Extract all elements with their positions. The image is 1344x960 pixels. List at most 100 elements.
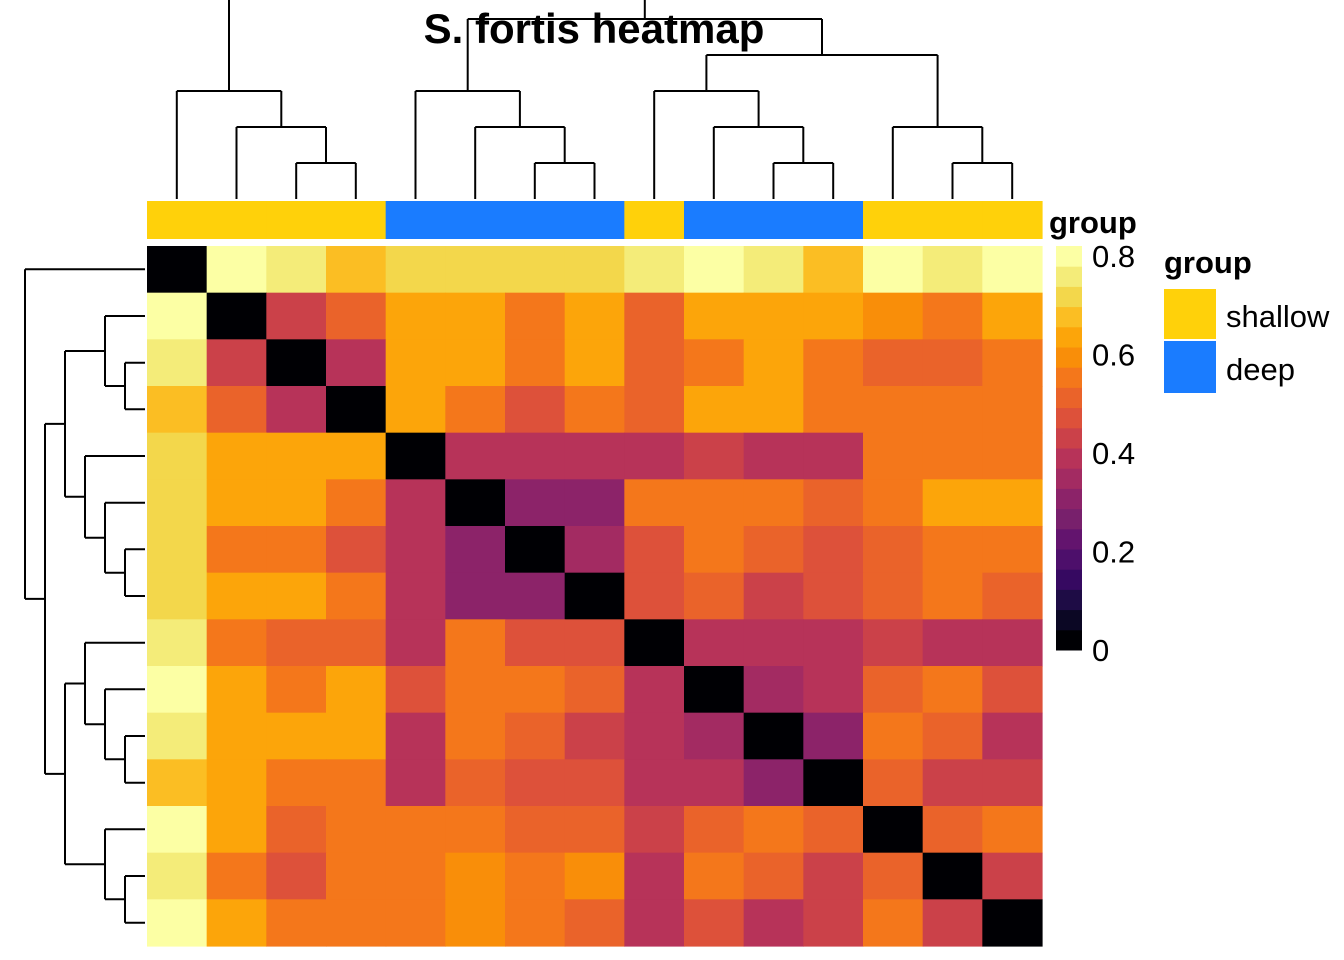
heatmap-cell: [505, 292, 566, 340]
heatmap-cell: [863, 246, 924, 294]
colorbar-segment: [1056, 367, 1082, 388]
heatmap-cell: [684, 292, 745, 340]
heatmap-cell: [505, 712, 566, 760]
heatmap-cell: [863, 759, 924, 807]
heatmap-cell: [684, 246, 745, 294]
dendrogram-branch: [84, 455, 145, 539]
heatmap-cell: [266, 852, 327, 900]
colorbar-segment: [1056, 427, 1082, 449]
legend-swatch-shallow: [1164, 289, 1216, 339]
heatmap-cell: [505, 806, 566, 854]
heatmap-cell: [326, 852, 387, 900]
heatmap-cell: [684, 899, 745, 947]
heatmap-cell: [445, 712, 506, 760]
heatmap-cell: [564, 432, 625, 480]
heatmap-cell: [147, 759, 208, 807]
heatmap-cell: [624, 852, 685, 900]
heatmap-cell: [743, 759, 804, 807]
colorbar-segment: [1056, 528, 1082, 550]
heatmap-cell: [147, 572, 208, 620]
heatmap-cell: [624, 712, 685, 760]
heatmap-cell: [206, 246, 267, 294]
heatmap-cell: [564, 619, 625, 667]
heatmap-cell: [266, 712, 327, 760]
heatmap-cell: [803, 339, 864, 387]
dendrogram-branch: [533, 162, 596, 199]
heatmap-cell: [385, 246, 446, 294]
dendrogram-branch: [124, 548, 145, 597]
colorbar: [1056, 246, 1082, 651]
heatmap-cell: [922, 899, 983, 947]
colorbar-segment: [1056, 468, 1082, 489]
group-annotation-bar: [147, 201, 1043, 239]
heatmap-cell: [326, 526, 387, 574]
colorbar-segment: [1056, 246, 1082, 267]
heatmap-cell: [922, 386, 983, 434]
legend-label-shallow: shallow: [1226, 299, 1330, 334]
heatmap-cell: [206, 479, 267, 527]
heatmap-cell: [385, 619, 446, 667]
heatmap-cell: [385, 386, 446, 434]
heatmap-cell: [206, 712, 267, 760]
heatmap-cell: [564, 759, 625, 807]
heatmap-cell: [147, 432, 208, 480]
heatmap-cell: [982, 759, 1043, 807]
heatmap-cell: [743, 479, 804, 527]
heatmap-cell: [445, 292, 506, 340]
heatmap-cell: [982, 386, 1043, 434]
heatmap-cell: [147, 386, 208, 434]
heatmap-cell: [445, 572, 506, 620]
heatmap-cell: [385, 526, 446, 574]
heatmap-cell: [206, 432, 267, 480]
colorbar-ticks: 0 0.2 0.4 0.6 0.8: [1092, 239, 1135, 668]
heatmap-cell: [922, 246, 983, 294]
heatmap-cell: [743, 852, 804, 900]
heatmap-cell: [505, 666, 566, 714]
heatmap-cell: [982, 806, 1043, 854]
dendrogram-branch: [951, 162, 1014, 199]
heatmap-cell: [147, 479, 208, 527]
dendrogram-branch: [44, 422, 65, 775]
heatmap-cell: [326, 386, 387, 434]
heatmap-cell: [505, 899, 566, 947]
heatmap-cell: [743, 526, 804, 574]
row-dendrogram: [24, 268, 145, 924]
colorbar-tick-label: 0.4: [1092, 436, 1135, 471]
heatmap-cell: [445, 806, 506, 854]
heatmap-cell: [266, 666, 327, 714]
heatmap-cell: [863, 526, 924, 574]
colorbar-segment: [1056, 569, 1082, 590]
heatmap-cell: [445, 339, 506, 387]
heatmap-cell: [922, 712, 983, 760]
annotation-cell: [743, 201, 804, 239]
heatmap-cell: [684, 572, 745, 620]
heatmap-cell: [803, 432, 864, 480]
heatmap-cell: [266, 386, 327, 434]
heatmap-cell: [385, 899, 446, 947]
heatmap-cell: [505, 432, 566, 480]
heatmap-cell: [147, 666, 208, 714]
annotation-cell: [445, 201, 506, 239]
dendrogram-branch: [24, 268, 145, 600]
heatmap-cell: [564, 339, 625, 387]
heatmap-cell: [863, 619, 924, 667]
heatmap-cell: [326, 899, 387, 947]
heatmap-cell: [624, 246, 685, 294]
heatmap-cell: [385, 479, 446, 527]
annotation-cell: [326, 201, 387, 239]
annotation-cell: [684, 201, 745, 239]
heatmap-cell: [385, 432, 446, 480]
heatmap-cell: [803, 292, 864, 340]
heatmap-cell: [445, 619, 506, 667]
annotation-label: group: [1049, 205, 1137, 240]
heatmap-cell: [684, 806, 745, 854]
heatmap-cell: [803, 899, 864, 947]
heatmap-cell: [266, 479, 327, 527]
heatmap-cell: [206, 572, 267, 620]
heatmap-cell: [684, 666, 745, 714]
heatmap-cell: [326, 479, 387, 527]
legend-title: group: [1164, 245, 1252, 280]
colorbar-segment: [1056, 326, 1082, 348]
heatmap-cell: [385, 759, 446, 807]
